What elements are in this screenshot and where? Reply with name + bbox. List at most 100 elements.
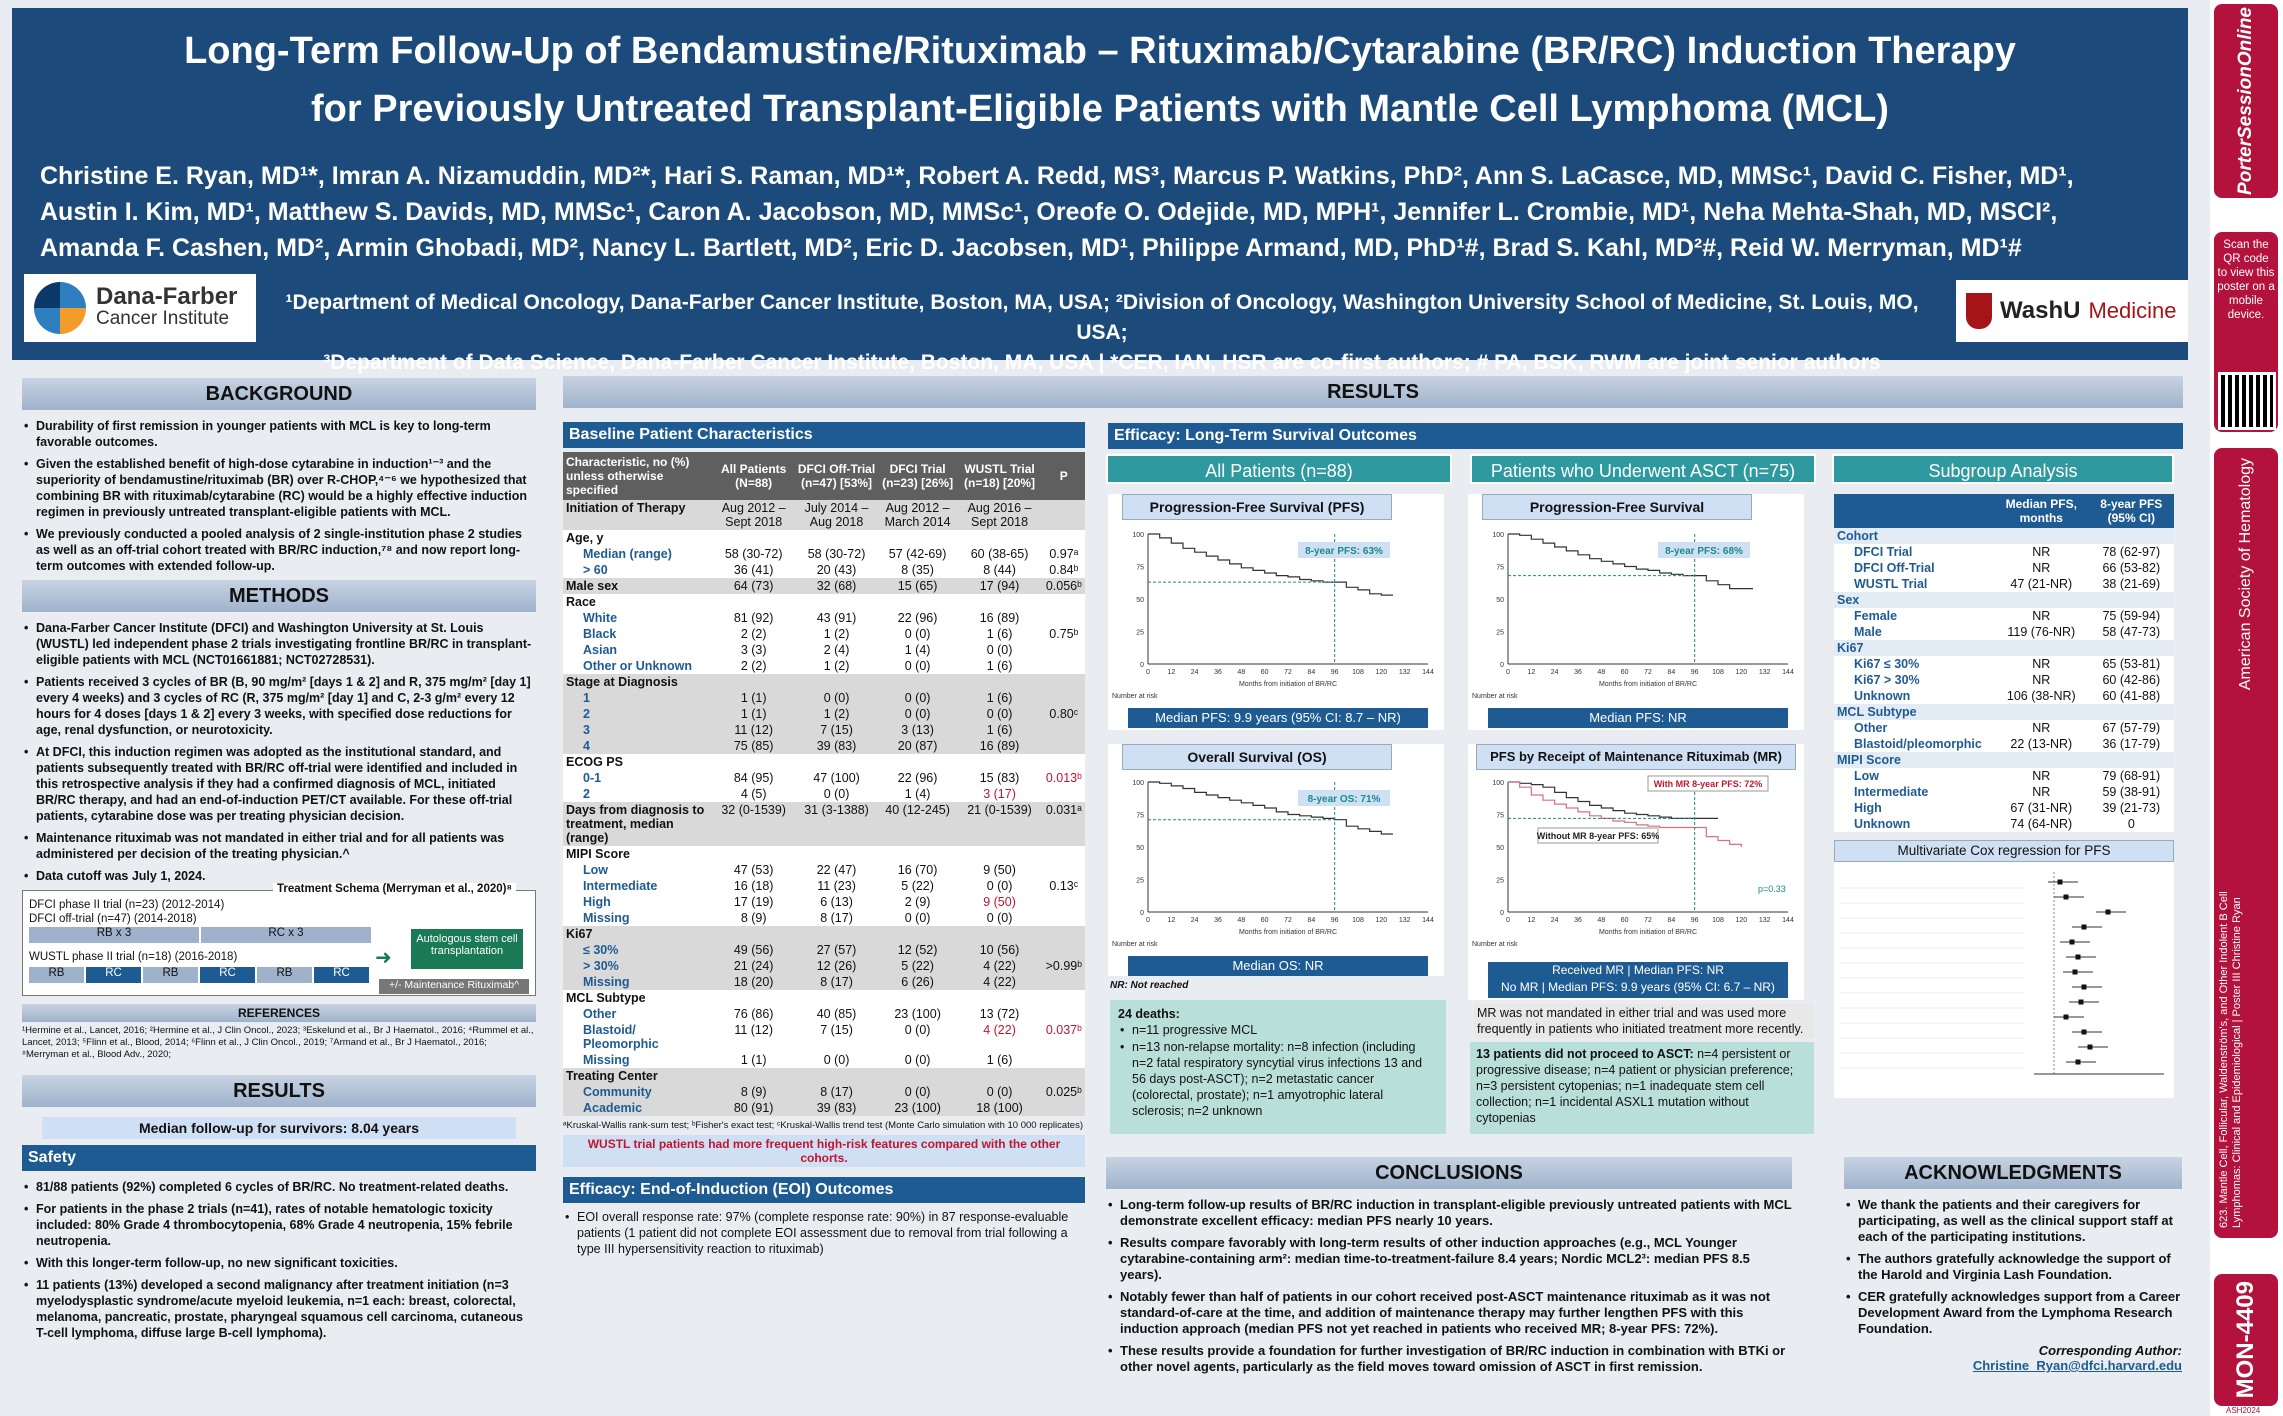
mr-median-none: No MR | Median PFS: 9.9 years (95% CI: 6… (1501, 980, 1775, 994)
table-row: Stage at Diagnosis (563, 674, 1085, 690)
km-title: Progression-Free Survival (1482, 494, 1752, 520)
author-list: Christine E. Ryan, MD¹*, Imran A. Nizamu… (40, 158, 2170, 266)
table-cell (1994, 592, 2089, 608)
washu-name: WashU (2000, 297, 2081, 324)
table-cell: NR (2032, 721, 2051, 735)
table-cell: NR (2032, 561, 2051, 575)
ack-bullets: We thank the patients and their caregive… (1844, 1197, 2182, 1337)
x-tick-label: 120 (1735, 917, 1747, 924)
references-header: REFERENCES (22, 1004, 536, 1022)
asct-patients-header: Patients who Underwent ASCT (n=75) (1470, 454, 1816, 484)
table-cell: 0 (2127, 817, 2135, 831)
table-row: Other or Unknown 2 (2) 1 (2) 0 (0) 1 (6) (563, 658, 1085, 674)
x-tick-label: 108 (1712, 669, 1724, 676)
table-row: High 67 (31-NR) 39 (21-73) (1834, 800, 2174, 816)
x-tick-label: 120 (1735, 669, 1747, 676)
table-cell (1042, 500, 1085, 530)
y-tick-label: 100 (1132, 532, 1144, 539)
ash-year: ASH2024 (2226, 1406, 2261, 1415)
table-cell (1994, 528, 2089, 544)
mr-note: MR was not mandated in either trial and … (1474, 1004, 1814, 1038)
table-cell: 67 (31-NR) (2010, 801, 2073, 815)
nr-note: NR: Not reached (1110, 980, 1189, 991)
table-cell: 12 (26) (794, 958, 879, 974)
table-cell (1043, 594, 1085, 610)
survival-curve (1508, 781, 1718, 819)
x-axis-label: Months from initiation of BR/RC (1599, 929, 1697, 936)
dfci-name: Dana-Farber (96, 283, 238, 310)
hr-marker (2072, 969, 2078, 975)
x-tick-label: 132 (1399, 669, 1411, 676)
methods-bullets: Dana-Farber Cancer Institute (DFCI) and … (22, 620, 536, 884)
table-cell (1043, 990, 1085, 1006)
table-cell: 0 (0) (878, 706, 957, 722)
table-cell: 4 (563, 738, 713, 754)
mr-without-label: Without MR 8-year PFS: 65% (1537, 831, 1659, 841)
table-row: Age, y (563, 530, 1085, 546)
table-cell: 1 (2) (794, 706, 879, 722)
table-cell (956, 754, 1042, 770)
table-cell: Initiation of Therapy (563, 500, 713, 530)
table-cell: Cohort (1834, 528, 1994, 544)
x-tick-label: 96 (1331, 917, 1339, 924)
table-cell: 0 (0) (823, 1053, 850, 1067)
table-cell: 0.80ᶜ (1042, 706, 1085, 722)
list-item: n=13 non-relapse mortality: n=8 infectio… (1118, 1039, 1438, 1119)
table-cell: 2 (2) (740, 627, 767, 641)
table-cell: Unknown (1854, 817, 1911, 831)
column-header: Characteristic, no (%) unless otherwise … (563, 452, 713, 500)
table-cell: MCL Subtype (1834, 704, 1994, 720)
table-cell (956, 674, 1043, 690)
table-cell (878, 1068, 957, 1084)
table-cell: 32 (0-1539) (713, 802, 795, 846)
table-cell: Black (583, 627, 617, 641)
table-cell: 1 (6) (986, 659, 1013, 673)
rb-block: RB (257, 967, 312, 983)
x-tick-label: 36 (1574, 917, 1582, 924)
hr-marker (2075, 1059, 2081, 1065)
qr-code-icon[interactable] (2218, 372, 2276, 430)
porter-session-badge: PorterSessionOnline (2214, 4, 2278, 198)
x-tick-label: 132 (1399, 917, 1411, 924)
subgroup-section: Median PFS, months 8-year PFS (95% CI) C… (1834, 494, 2174, 1098)
os-curve-chart: 0 25 50 75 100 0 12 24 36 48 60 72 84 96 108 120 132 144 M… (1112, 780, 1434, 948)
table-row: DFCI Off-Trial NR 66 (53-82) (1834, 560, 2174, 576)
p-value: p=0.33 (1758, 884, 1786, 894)
corresponding-email[interactable]: Christine_Ryan@dfci.harvard.edu (1972, 1358, 2182, 1373)
table-cell: 0 (0) (904, 911, 931, 925)
table-row: Treating Center (563, 1068, 1085, 1084)
table-cell: 1 (6) (956, 722, 1043, 738)
table-row: MIPI Score (563, 846, 1085, 862)
table-cell: 0.84ᵇ (1049, 563, 1079, 577)
column-header: Median PFS, months (1994, 494, 2089, 528)
table-cell: NR (2032, 657, 2051, 671)
table-cell (713, 990, 794, 1006)
table-row: Blastoid/pleomorphic 22 (13-NR) 36 (17-79) (1834, 736, 2174, 752)
affiliations: ¹Department of Medical Oncology, Dana-Fa… (272, 288, 1932, 378)
table-cell: 1 (563, 690, 713, 706)
results-left-header: RESULTS (22, 1075, 536, 1107)
results-header: RESULTS (563, 376, 2183, 408)
table-cell (794, 530, 878, 546)
y-tick-label: 75 (1496, 565, 1504, 572)
arrow-right-icon: ➜ (375, 947, 392, 969)
table-row: Missing 8 (9) 8 (17) 0 (0) 0 (0) (563, 910, 1085, 926)
table-row: Other 76 (86) 40 (85) 23 (100) 13 (72) (563, 1006, 1085, 1022)
table-row: 4 75 (85) 39 (83) 20 (87) 16 (89) (563, 738, 1085, 754)
list-item: We previously conducted a pooled analysi… (22, 526, 536, 574)
table-row: Cohort (1834, 528, 2174, 544)
x-tick-label: 60 (1621, 669, 1629, 676)
table-cell: Intermediate (1854, 785, 1929, 799)
table-cell: 0.97ᵃ (1049, 547, 1079, 561)
table-cell: 1 (6) (986, 627, 1013, 641)
x-tick-label: 144 (1782, 669, 1794, 676)
table-cell: 76 (86) (733, 1007, 774, 1021)
all-patients-header: All Patients (n=88) (1106, 454, 1452, 484)
table-row: Intermediate 16 (18) 11 (23) 5 (22) 0 (0) 0.1… (563, 878, 1085, 894)
session-text: 623. Mantle Cell, Follicular, Waldenströ… (2218, 848, 2274, 1228)
schema-wustl-blocks: RB RC RB RC RB RC (29, 967, 369, 983)
table-cell (2088, 640, 2174, 656)
at-risk-label: Number at risk (1112, 693, 1158, 700)
table-cell (2088, 752, 2174, 768)
table-cell: 5 (22) (901, 879, 934, 893)
